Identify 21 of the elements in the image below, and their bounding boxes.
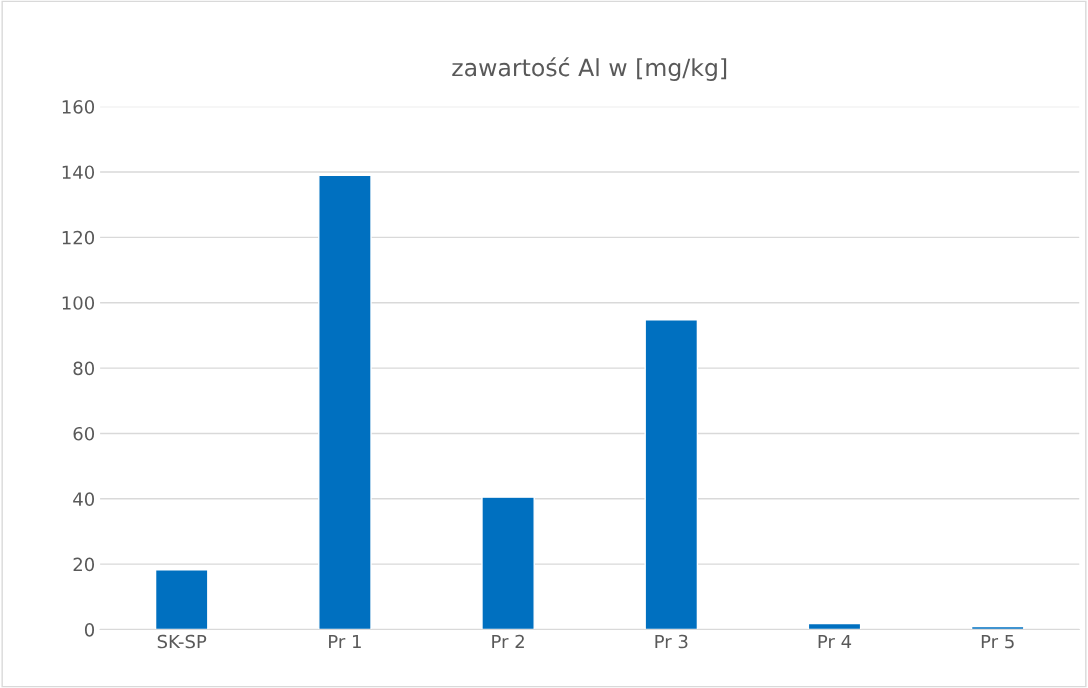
- bar: [807, 622, 862, 630]
- x-tick-label: Pr 4: [818, 634, 852, 649]
- y-tick-label: 40: [73, 492, 95, 506]
- x-tick-label: SK-SP: [157, 634, 207, 649]
- x-tick-label: Pr 5: [981, 634, 1014, 649]
- y-tick-label: 160: [62, 100, 95, 114]
- bar: [481, 496, 535, 630]
- bar: [644, 319, 699, 630]
- y-tick-label: 80: [73, 361, 95, 376]
- y-tick-label: 60: [73, 426, 95, 441]
- y-tick-label: 120: [62, 230, 95, 245]
- chart-title: zawartość Al w [mg/kg]: [452, 57, 727, 81]
- x-tick-label: Pr 3: [655, 634, 688, 649]
- y-tick-label: 0: [84, 622, 95, 637]
- y-tick-label: 100: [62, 296, 95, 310]
- bar: [154, 569, 209, 630]
- bar: [318, 174, 372, 630]
- x-tick-label: Pr 2: [492, 634, 524, 649]
- x-tick-label: Pr 1: [329, 634, 361, 649]
- y-tick-label: 20: [73, 557, 95, 572]
- y-tick-label: 140: [62, 165, 95, 180]
